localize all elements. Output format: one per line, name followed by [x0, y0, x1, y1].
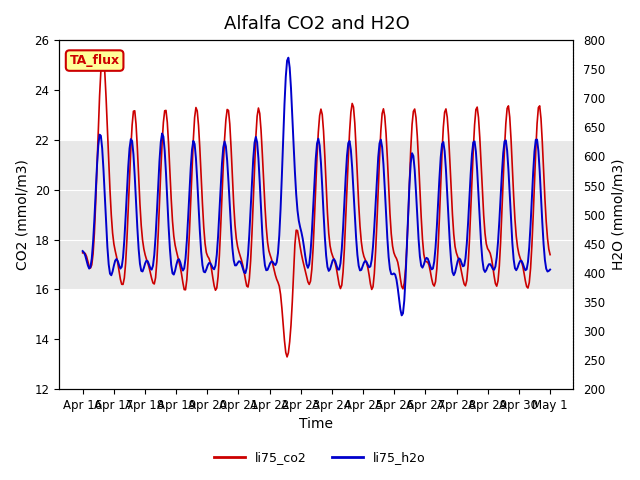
Y-axis label: CO2 (mmol/m3): CO2 (mmol/m3): [15, 159, 29, 270]
Text: TA_flux: TA_flux: [70, 54, 120, 67]
Legend: li75_co2, li75_h2o: li75_co2, li75_h2o: [209, 446, 431, 469]
X-axis label: Time: Time: [300, 418, 333, 432]
Y-axis label: H2O (mmol/m3): H2O (mmol/m3): [611, 159, 625, 270]
Bar: [60, 140, 573, 289]
Title: Alfalfa CO2 and H2O: Alfalfa CO2 and H2O: [223, 15, 409, 33]
